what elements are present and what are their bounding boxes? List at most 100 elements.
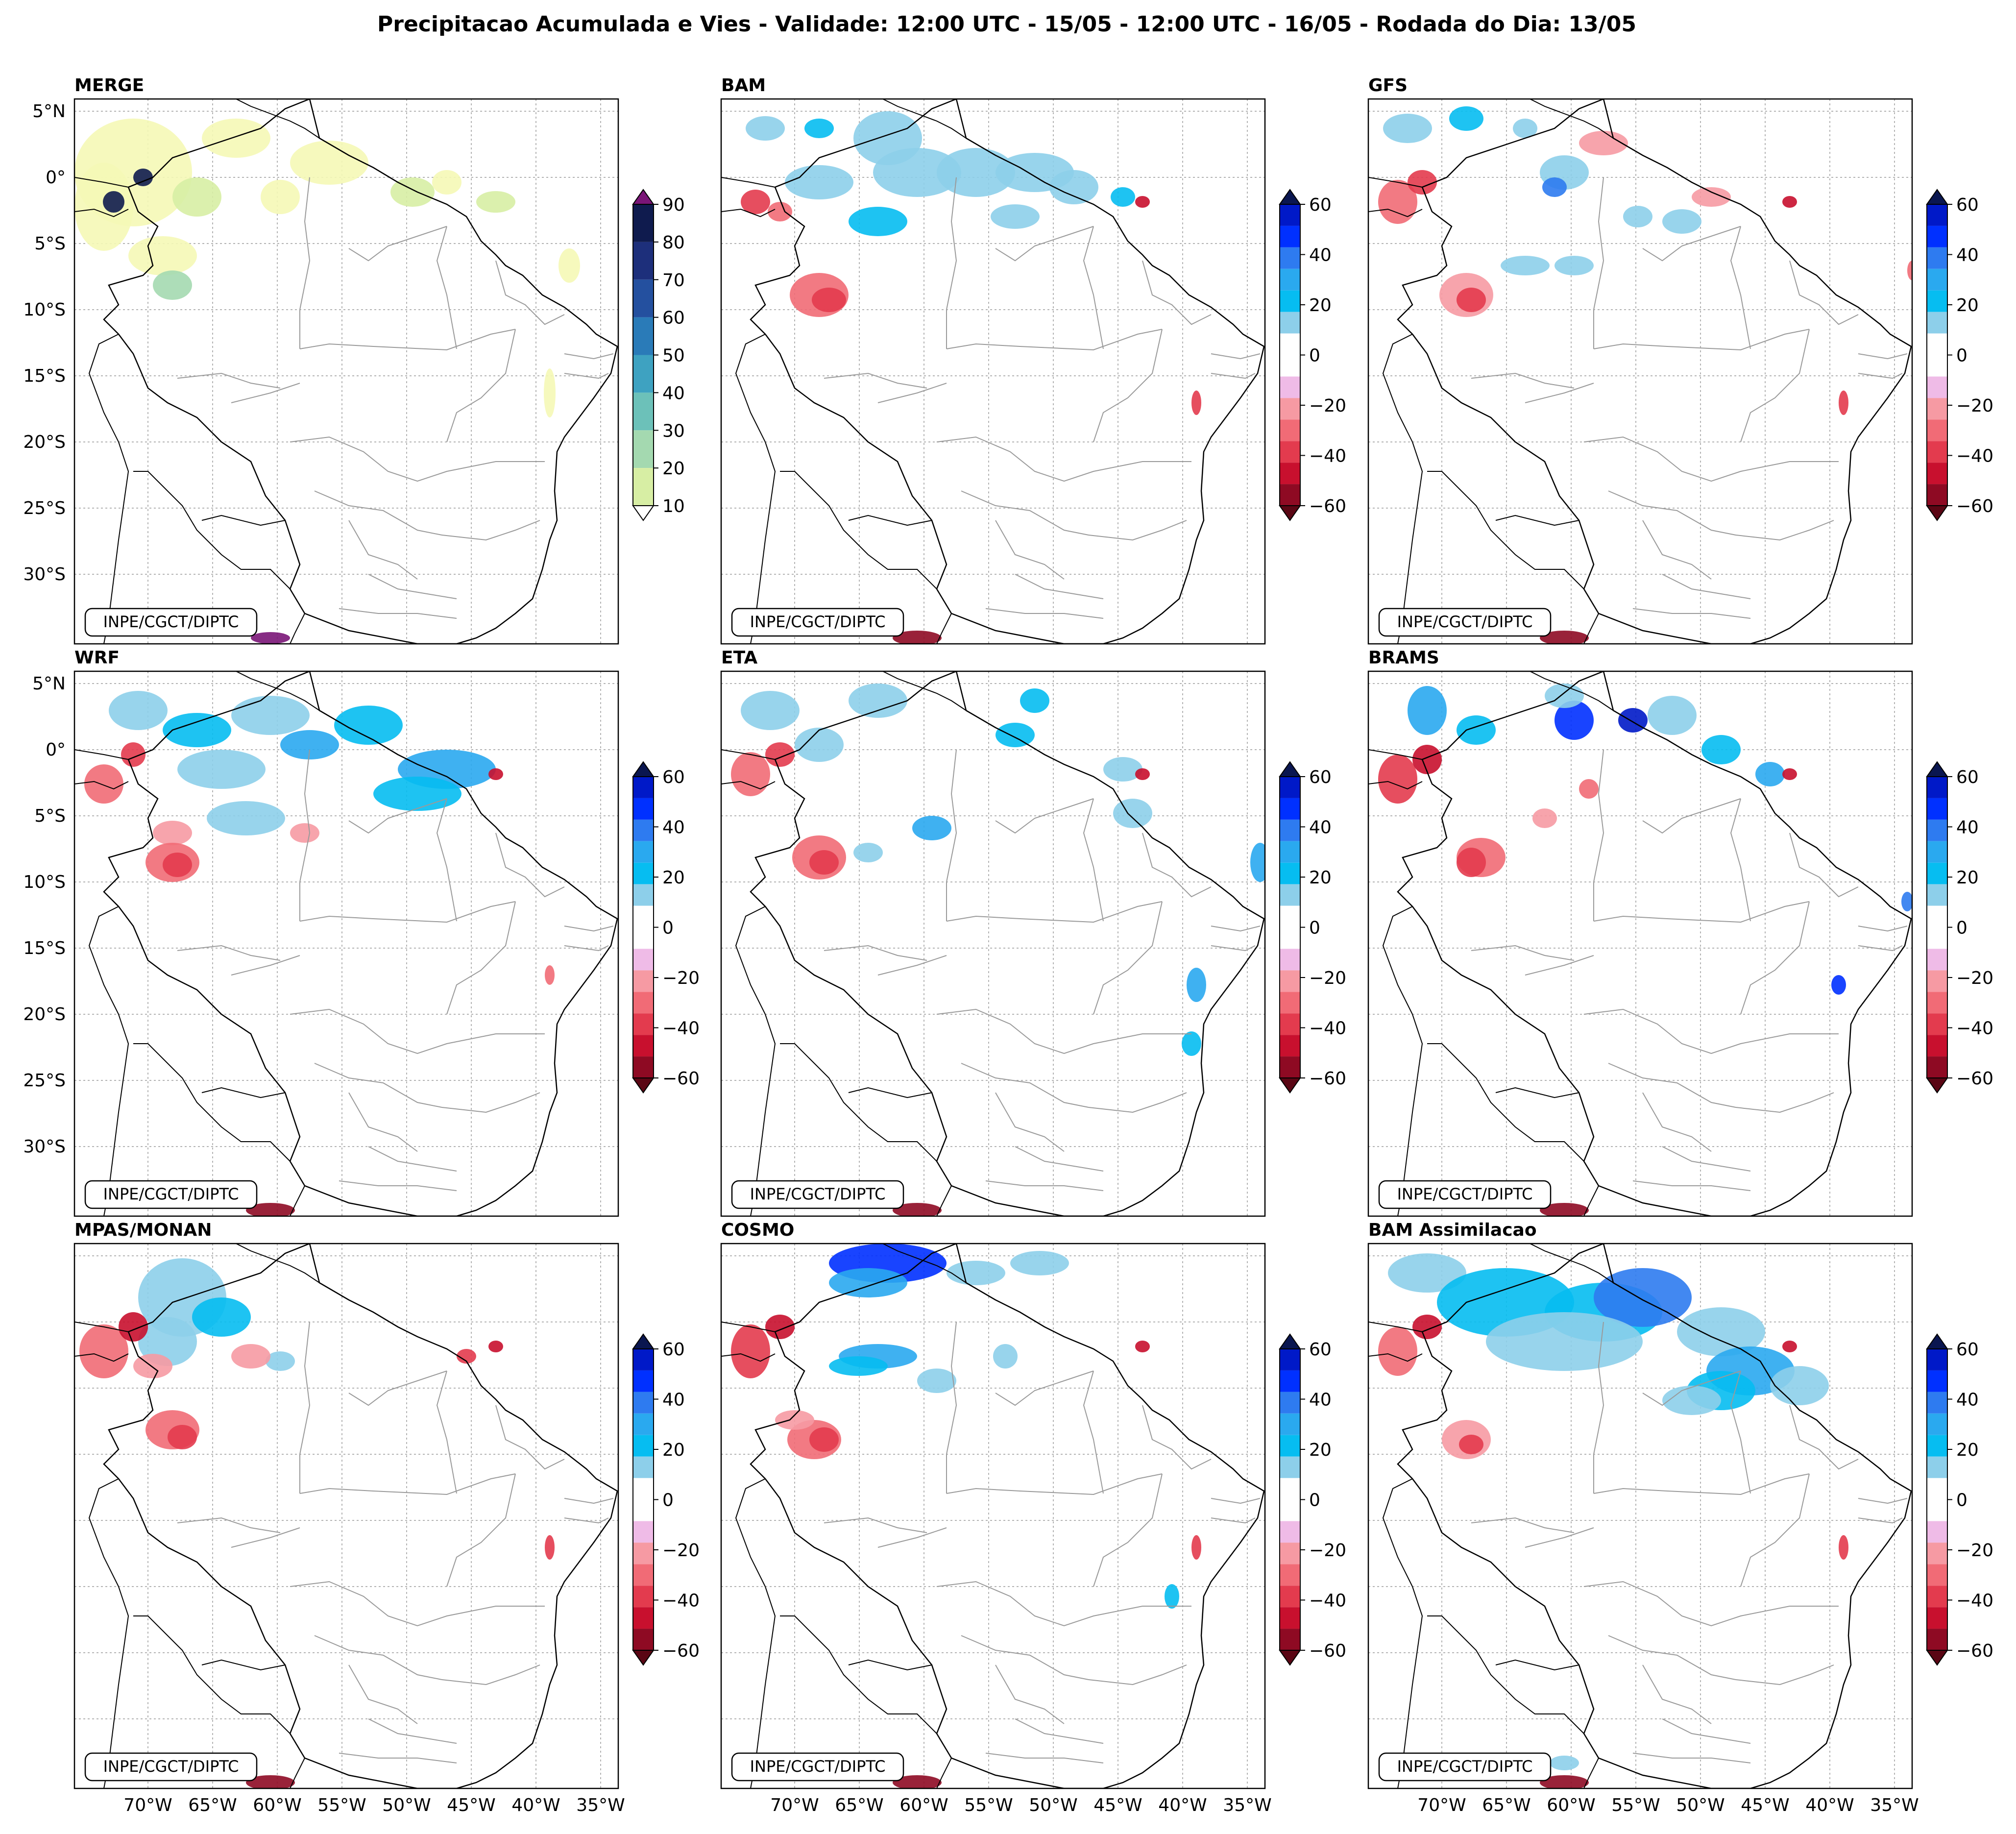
colorbar-band [1927,905,1947,928]
colorbar-band [1927,269,1947,291]
colorbar-band [1280,398,1300,420]
map-brams [1368,671,1912,1216]
lon-tick-label: 50°W [1029,1795,1077,1815]
colorbar-band [633,884,654,906]
field-blob [849,684,907,718]
colorbar-band [1927,949,1947,971]
field-blob [1755,762,1785,786]
colorbar-band [1927,1456,1947,1478]
colorbar-extend-bottom [1926,1077,1948,1094]
field-blob [765,742,795,767]
panel-frame [1367,98,1913,645]
field-blob [812,288,846,312]
credit-badge: INPE/CGCT/DIPTC [1378,1752,1552,1782]
panel-frame [720,98,1266,645]
colorbar-extend-bottom [1279,1650,1301,1666]
field-blob [1135,768,1150,780]
field-blob [1486,1312,1643,1371]
colorbar-band [1280,484,1300,506]
colorbar-band [1927,398,1947,420]
colorbar-band [633,1435,654,1457]
colorbar-band [1927,225,1947,247]
colorbar-band [1927,1564,1947,1586]
colorbar-band [1280,777,1300,798]
panel-title: GFS [1368,75,1408,96]
colorbar-tick-label: 20 [662,868,685,888]
colorbar-band [633,777,654,798]
field-blob [1449,106,1483,131]
field-blob [829,1268,907,1297]
colorbar-tick-label: −20 [662,1541,700,1561]
panel-mpas: MPAS/MONAN INPE/CGCT/DIPTC 70°W 65°W 60°W 55°… [73,1220,700,1815]
field-blob [1111,187,1135,207]
colorbar-band [1927,992,1947,1014]
colorbar-tick-label: 20 [1309,1440,1332,1460]
colorbar-band [1927,1521,1947,1543]
field-blob [1412,1315,1442,1339]
panels: MERGE INPE/CGCT/DIPTC 5°N 0° 5°S 10°S 15°S 20°S… [23,75,1993,1815]
lon-tick-label: 60°W [1547,1795,1595,1815]
panel-title: MERGE [74,75,144,96]
colorbar-tick-label: −40 [1956,446,1993,466]
field-blob [109,691,168,730]
field-blob [795,728,844,762]
colorbar-band [1280,1542,1300,1565]
colorbar-extend-top [1926,1333,1948,1349]
colorbar-band [1280,1056,1300,1078]
field-blob [1191,1535,1201,1560]
colorbar-tick-label: 0 [1309,918,1320,938]
panel-frame [1367,670,1913,1217]
field-blob [947,1261,1005,1285]
field-blob [172,177,221,217]
credit-badge: INPE/CGCT/DIPTC [1378,608,1552,637]
colorbar-band [1280,269,1300,291]
colorbar-tick-label: 0 [1956,346,1967,366]
field-blob [545,1535,555,1560]
lon-tick-label: 45°W [447,1795,495,1815]
colorbar-band [1927,1035,1947,1057]
field-blob [266,1351,295,1371]
credit-badge: INPE/CGCT/DIPTC [731,608,904,637]
field-blob [1513,119,1537,138]
colorbar-extend-bottom [1926,1650,1948,1666]
colorbar-band [1280,949,1300,971]
panel-bamassim: BAM Assimilacao INPE/CGCT/DIPTC 70°W 65°W 60… [1367,1220,1993,1815]
credit-badge: INPE/CGCT/DIPTC [84,1180,258,1209]
colorbar-band [1280,992,1300,1014]
field-blob [1540,1775,1589,1788]
field-blob [1501,256,1550,275]
panel-frame [73,1243,619,1789]
field-blob [1388,1253,1466,1293]
colorbar-tick-label: −20 [1956,396,1993,416]
colorbar-band [633,992,654,1014]
figure-title: Precipitacao Acumulada e Vies - Validade… [377,12,1636,37]
colorbar-tick-label: −20 [1309,968,1346,988]
panel-merge: MERGE INPE/CGCT/DIPTC 5°N 0° 5°S 10°S 15°S 20°S… [23,75,685,645]
colorbar-band [1280,225,1300,247]
field-blob [1782,1341,1797,1352]
colorbar-band [633,819,654,841]
colorbar-tick-label: 60 [662,308,685,328]
field-blob [488,1341,503,1352]
colorbar-band [633,1056,654,1078]
panel-wrf: WRF INPE/CGCT/DIPTC 5°N 0° 5°S 10°S 15°S 20°S 25… [23,648,700,1217]
colorbar-band [633,355,654,393]
colorbar-band [1927,798,1947,820]
field-blob [103,191,124,213]
field-blob [1408,170,1437,195]
credit-badge: INPE/CGCT/DIPTC [84,608,258,637]
colorbar-band [1280,463,1300,485]
field-blob [1191,391,1201,415]
colorbar-band [1280,1478,1300,1500]
colorbar-band [1280,1456,1300,1478]
field-blob [163,853,192,877]
colorbar-tick-label: 20 [662,459,685,479]
colorbar-band [1280,1629,1300,1650]
colorbar-tick-label: 60 [662,1340,685,1360]
field-blob [334,706,403,745]
colorbar-band [1927,1413,1947,1435]
colorbar-band [1927,1542,1947,1565]
colorbar-extend-top [1926,761,1948,777]
colorbar-extend-bottom [1926,505,1948,521]
field-blob [937,148,1015,197]
